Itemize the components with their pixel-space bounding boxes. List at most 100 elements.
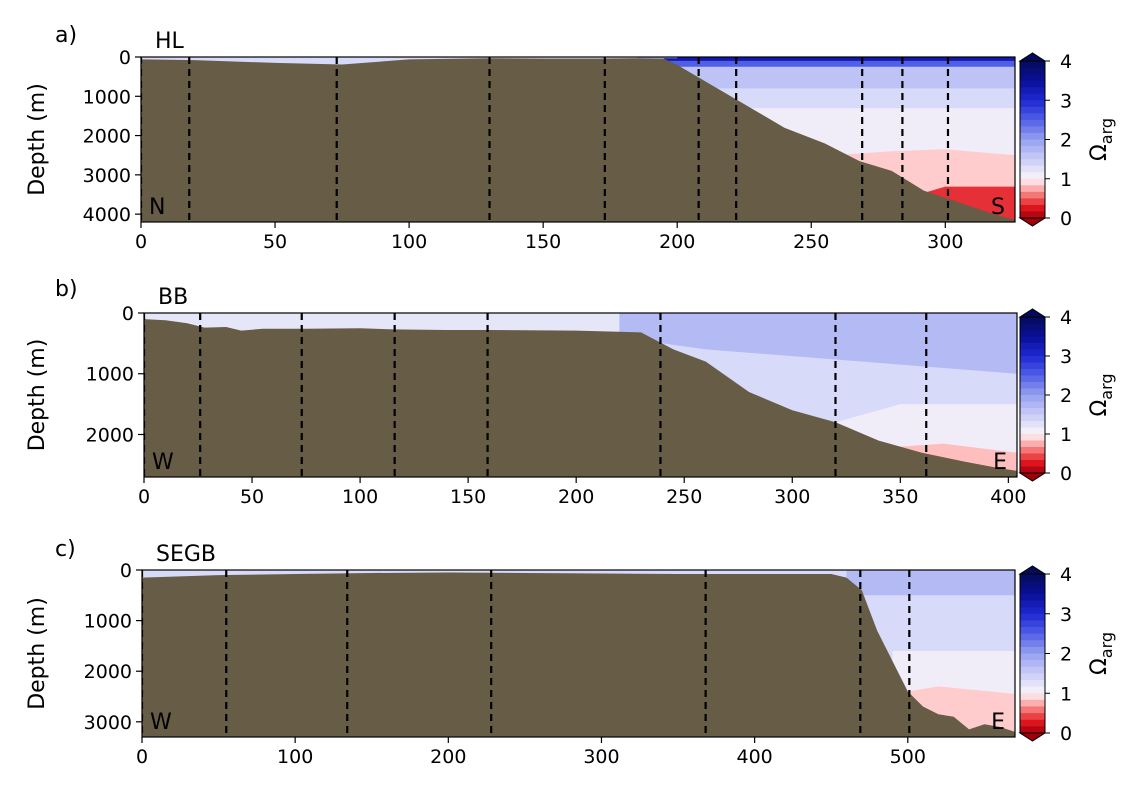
colorbar-segment [1020,191,1045,199]
colorbar-tick-label: 3 [1060,346,1072,368]
omega-contour-region [663,88,1015,112]
axes-frame [141,569,1016,738]
colorbar-segment [1020,113,1045,121]
y-tick-label: 0 [120,560,132,582]
colorbar-segment [1020,395,1045,403]
colorbar-segment [1020,87,1045,95]
colorbar-label-main: Ω [1087,658,1112,675]
colorbar-tick-label: 2 [1060,130,1072,152]
plot-area [142,570,1015,737]
colorbar-tick-label: 2 [1060,385,1072,407]
x-tick-label: 200 [558,486,594,508]
seafloor-bathymetry [142,572,1015,737]
colorbar-segment [1020,93,1045,101]
colorbar-label: Ωarg [1087,373,1116,416]
colorbar-label: Ωarg [1087,632,1116,675]
colorbar-segment [1020,152,1045,160]
x-tick-label: 100 [391,231,427,253]
colorbar: 0 1 2 3 4 Ωarg [1018,307,1116,485]
colorbar-extend-bottom [1018,217,1047,227]
x-tick-label: 300 [927,231,963,253]
colorbar-segment [1020,447,1045,455]
colorbar-segment [1020,680,1045,688]
colorbar-segment [1020,640,1045,648]
colorbar-segment [1020,408,1045,416]
colorbar-segment [1020,421,1045,429]
colorbar-segment [1020,726,1045,734]
x-tick-label: 500 [890,746,926,768]
colorbar-segment [1020,178,1045,186]
colorbar-segment [1020,613,1045,621]
seafloor-bathymetry [144,319,1017,477]
colorbar-tick-label: 2 [1060,644,1072,666]
colorbar-segment [1020,414,1045,422]
y-axis-label: Depth (m) [25,597,50,710]
x-tick-label: 400 [990,486,1026,508]
colorbar-segment [1020,719,1045,727]
colorbar-segment [1020,126,1045,134]
x-tick-label: 250 [666,486,702,508]
colorbar-segment [1020,349,1045,357]
panel-title: BB [158,285,188,310]
colorbar-segment [1020,633,1045,641]
left-direction-label: W [150,710,172,735]
colorbar-segment [1020,185,1045,193]
colorbar-segment [1020,375,1045,383]
x-tick-label: 100 [342,486,378,508]
colorbar-segment [1020,198,1045,206]
colorbar-segment [1020,382,1045,390]
colorbar-segment [1020,580,1045,588]
colorbar-segment [1020,61,1045,69]
colorbar-segment [1020,646,1045,655]
colorbar-segment [1020,607,1045,615]
colorbar-segment [1020,453,1045,461]
colorbar-segment [1020,106,1045,114]
omega-contour-region [144,313,685,332]
right-direction-label: E [993,450,1007,475]
x-tick-label: 50 [263,231,287,253]
y-tick-label: 2000 [84,661,132,683]
colorbar-segment [1020,159,1045,167]
y-tick-label: 2000 [86,424,134,446]
colorbar-segment [1020,317,1045,325]
colorbar-extend-bottom [1018,472,1047,482]
colorbar: 0 1 2 3 4 Ωarg [1018,51,1116,230]
colorbar-segment [1020,434,1045,442]
colorbar-segment [1020,165,1045,173]
x-tick-label: 0 [135,231,147,253]
colorbar-tick-label: 0 [1060,723,1072,745]
x-tick-label: 150 [525,231,561,253]
colorbar-segment [1020,362,1045,370]
x-tick-label: 200 [659,231,695,253]
colorbar-segment [1020,706,1045,714]
colorbar-segment [1020,440,1045,448]
colorbar-tick-label: 3 [1060,90,1072,112]
x-tick-label: 250 [793,231,829,253]
x-tick-label: 150 [450,486,486,508]
colorbar-segment [1020,653,1045,661]
colorbar-segment [1020,673,1045,681]
panel-bb: 0 1000 2000 0 50 100 150 200 250 300 350 400 Depth (… [25,277,1116,508]
axes-frame [140,56,1016,223]
colorbar-tick-label: 0 [1060,463,1072,485]
colorbar-tick-label: 3 [1060,604,1072,626]
colorbar-segment [1020,693,1045,701]
colorbar: 0 1 2 3 4 Ωarg [1018,564,1116,745]
x-tick-label: 300 [583,746,619,768]
colorbar-segment [1020,132,1045,141]
colorbar-segment [1020,660,1045,668]
colorbar-segment [1020,211,1045,219]
colorbar-segment [1020,343,1045,351]
x-tick-label: 100 [277,746,313,768]
panel-label: a) [55,23,77,48]
colorbar-segment [1020,146,1045,154]
colorbar-label-main: Ω [1087,400,1112,417]
colorbar-segment [1020,323,1045,331]
colorbar-segment [1020,401,1045,409]
colorbar-segment [1020,600,1045,608]
colorbar-tick-label: 1 [1060,683,1072,705]
colorbar-segment [1020,666,1045,674]
panel-title: SEGB [156,542,216,567]
